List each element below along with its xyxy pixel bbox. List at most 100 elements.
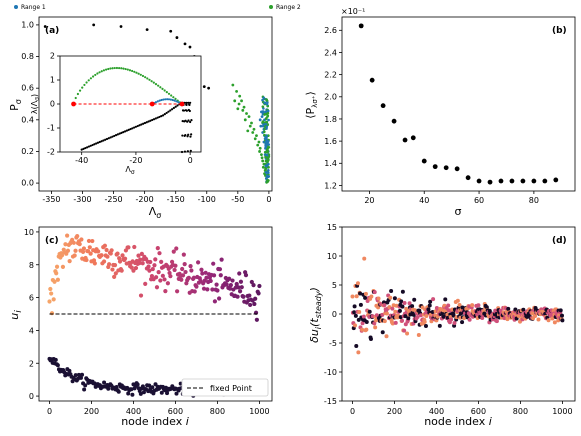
inset-point-black [134,125,138,128]
panel-c-upper-point [172,267,177,273]
panel-c-lower-point [138,391,143,396]
inset-point-blue [160,98,163,102]
inset-point-green [137,72,140,75]
panel-b-point [454,166,460,172]
panel-c-ylabel: ui [8,310,24,320]
panel-a-point [242,105,246,109]
inset-point-green [163,89,166,92]
panel-d-point [505,317,510,322]
panel-c-upper-point [133,265,139,271]
inset-point-black [151,118,154,122]
panel-c: (c) 0 200 400 600 800 1000 0 2 4 6 8 10 fixed Poin… [8,226,273,428]
panel-a-point [262,96,266,100]
y-tick-label: 10 [327,252,337,261]
panel-c-upper-point [101,259,107,264]
panel-d-point [389,289,394,294]
panel-a-point [263,133,266,137]
inset-point-black [170,108,174,111]
inset-point-blue [171,98,174,102]
panel-d-point [516,314,521,319]
panel-c-upper-point [168,274,173,279]
panel-a-inset: -40 -20 0 -2 -1 0 1 2 Λσ λ(Λσ) [30,51,202,176]
panel-d-point [388,295,393,300]
inset-point-black [189,101,192,104]
panel-d-point [400,318,405,323]
panel-c-lower-point [82,387,87,392]
inset-point-black [138,124,141,127]
inset-point-green [135,71,138,74]
panel-d-point [428,299,433,304]
panel-b-point [369,77,375,83]
panel-c-upper-point [154,285,160,290]
panel-a-xticks: -350 -300 -250 -200 -150 -100 -50 0 [42,191,271,204]
panel-c-lower-point [159,390,164,395]
panel-c-upper-point [112,262,118,268]
panel-a-point [264,145,267,149]
inset-point-black [86,146,89,149]
panel-c-upper-point [80,249,86,255]
inset-point-black [123,130,127,133]
inset-xlabel: Λσ [125,165,134,176]
inset-point-black [131,127,134,130]
panel-d-point [361,314,366,319]
inset-point-blue [162,98,165,101]
panel-a-point [263,113,266,116]
panel-b-point [358,23,364,29]
panel-a-point [233,99,237,103]
panel-a-point [235,89,238,93]
panel-a-label: (a) [45,26,59,36]
inset-point-green [89,77,93,80]
panel-c-lower-point [80,372,85,377]
panel-c-lower-point [129,387,134,392]
panel-d-point [402,301,407,306]
panel-a-ylabel: Pσ [8,99,23,111]
panel-c-upper-point [131,268,136,273]
panel-a-point [262,162,266,166]
inset-point-black [147,120,150,123]
y-tick-label: 0 [29,392,34,401]
y-tick-label: -2 [47,147,55,156]
inset-xticks: -40 -20 0 [75,152,193,165]
y-tick-label: 2.2 [324,70,337,79]
panel-c-upper-point [160,273,165,278]
inset-point-green [100,70,103,73]
panel-c-yticks: 0 2 4 6 8 10 [24,228,39,401]
panel-d-point [552,320,557,325]
panel-d-point [352,310,357,315]
inset-point-green [120,67,123,70]
panel-c-lower-point [130,392,135,397]
panel-d-point [376,305,381,310]
inset-point-black [152,118,156,121]
panel-a-point [264,159,268,163]
panel-d-point [429,319,434,324]
panel-a-point [207,86,211,90]
panel-a: (a) -350 -300 -250 -200 -150 -100 -50 0 0.00.20… [8,16,273,220]
panel-a-point [145,28,149,32]
panel-c-upper-point [248,302,253,308]
inset-point-black [149,119,152,122]
panel-d-point [382,303,387,308]
panel-d-point [560,318,565,323]
panel-a-point [248,124,252,128]
panel-a-point [119,25,123,28]
panel-c-lower-point [150,385,155,390]
panel-c-label: (c) [45,236,59,246]
panel-c-lower-point [83,383,88,388]
panel-c-lower-point [135,382,140,387]
panel-d-point [412,297,417,302]
panel-c-upper-point [217,296,222,301]
panel-a-point [260,156,264,160]
panel-c-upper-point [132,244,137,250]
panel-a-point [265,150,268,154]
panel-d-point [380,330,385,335]
inset-point-blue [169,98,172,101]
panel-c-upper-point [113,271,118,276]
panel-a-point [265,125,269,129]
panel-c-lower-point [73,373,78,378]
panel-c-upper-point [156,270,161,275]
panel-a-point [266,163,269,167]
panel-a-point [264,137,268,140]
panel-a-point [264,167,268,171]
panel-c-upper-point [149,273,155,279]
